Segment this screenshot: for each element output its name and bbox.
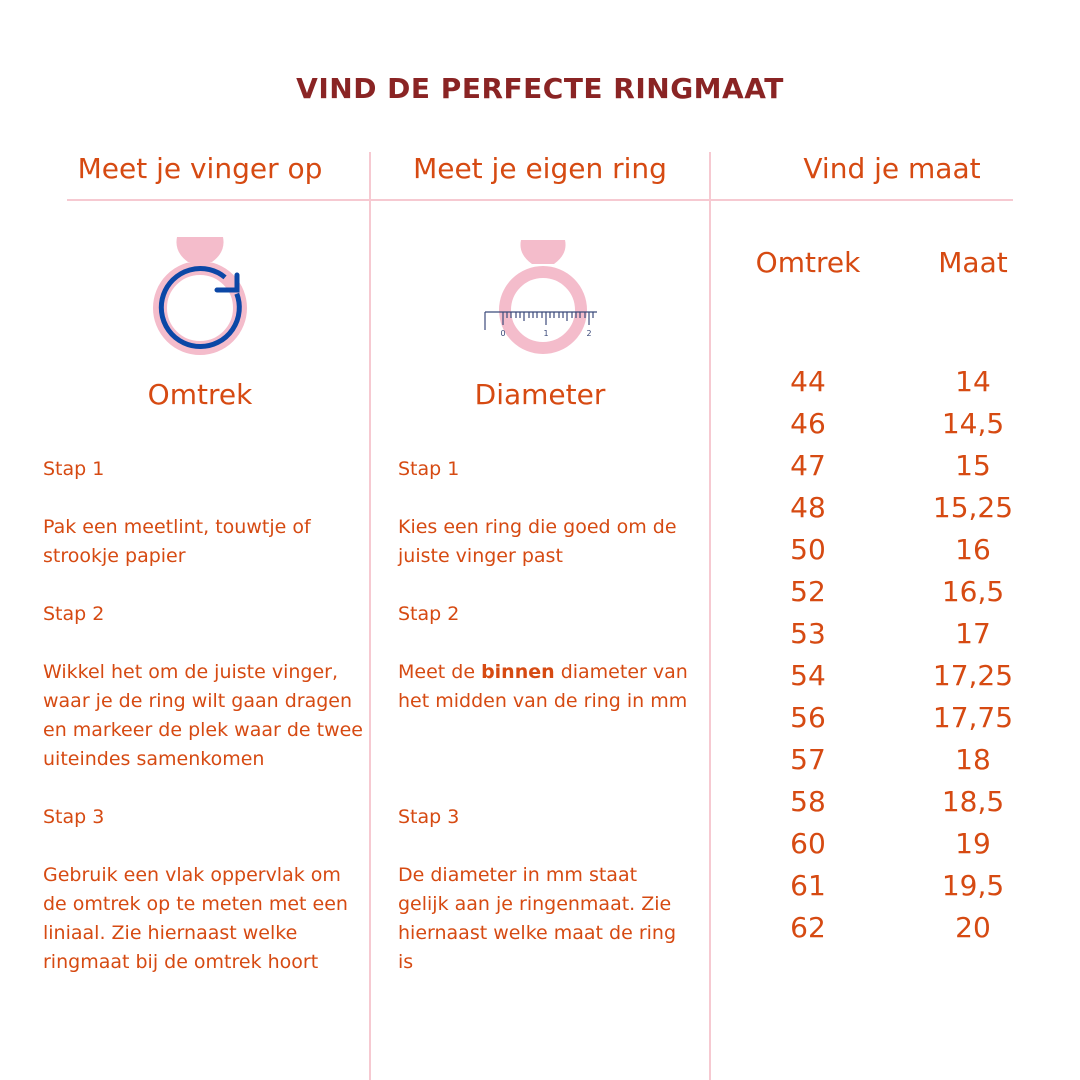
omtrek-cell: 52	[790, 575, 826, 608]
omtrek-cell: 58	[790, 785, 826, 818]
step-label: Stap 2	[43, 603, 105, 625]
ring-steps: Stap 1 Kies een ring die goed om de juis…	[398, 455, 688, 977]
omtrek-cell: 54	[790, 659, 826, 692]
ruler-label: 2	[586, 329, 591, 338]
column-divider	[709, 152, 711, 1080]
maat-cell: 16,5	[941, 575, 1005, 608]
omtrek-cell: 50	[790, 533, 826, 566]
column-header-finger: Meet je vinger op	[77, 152, 323, 185]
ruler-label: 0	[500, 329, 505, 338]
table-header-maat: Maat	[938, 246, 1008, 279]
subtitle-diameter: Diameter	[474, 378, 606, 411]
step-text: De diameter in mm staat gelijk aan je ri…	[398, 864, 677, 973]
omtrek-cell: 60	[790, 827, 826, 860]
maat-column: 14 14,5 15 15,25 16 16,5 17 17,25 17,75 18 18,5 19 1…	[903, 361, 1043, 949]
column-header-ring: Meet je eigen ring	[413, 152, 667, 185]
maat-cell: 20	[955, 911, 991, 944]
maat-cell: 14	[955, 365, 991, 398]
maat-cell: 19,5	[941, 869, 1005, 902]
ring-ruler-icon: 0 1 2	[484, 240, 597, 354]
column-divider	[369, 152, 371, 1080]
maat-cell: 15,25	[932, 491, 1014, 524]
maat-cell: 17	[955, 617, 991, 650]
header-divider	[67, 199, 1013, 201]
omtrek-cell: 44	[790, 365, 826, 398]
omtrek-cell: 62	[790, 911, 826, 944]
step-label: Stap 2	[398, 603, 460, 625]
step-label: Stap 3	[398, 806, 460, 828]
omtrek-cell: 57	[790, 743, 826, 776]
step-text: Gebruik een vlak oppervlak om de omtrek …	[43, 864, 348, 973]
step-label: Stap 3	[43, 806, 105, 828]
omtrek-column: 44 46 47 48 50 52 53 54 56 57 58 60 61 62	[738, 361, 878, 949]
omtrek-cell: 46	[790, 407, 826, 440]
omtrek-cell: 61	[790, 869, 826, 902]
omtrek-cell: 53	[790, 617, 826, 650]
maat-cell: 18	[955, 743, 991, 776]
finger-steps: Stap 1 Pak een meetlint, touwtje of stro…	[43, 455, 363, 977]
table-header-omtrek: Omtrek	[755, 246, 861, 279]
step-text: Kies een ring die goed om de juiste ving…	[398, 516, 677, 567]
maat-cell: 17,75	[932, 701, 1014, 734]
omtrek-cell: 56	[790, 701, 826, 734]
omtrek-cell: 47	[790, 449, 826, 482]
step-label: Stap 1	[398, 458, 460, 480]
step-text-part: Meet de	[398, 661, 482, 683]
ruler-label: 1	[543, 329, 548, 338]
maat-cell: 14,5	[941, 407, 1005, 440]
maat-cell: 17,25	[932, 659, 1014, 692]
step-text: Meet de binnen diameter van het midden v…	[398, 658, 688, 803]
omtrek-cell: 48	[790, 491, 826, 524]
ring-circumference-icon	[153, 237, 247, 355]
step-text-part: diameter van het midden van de ring in m…	[398, 661, 688, 712]
maat-cell: 15	[955, 449, 991, 482]
maat-cell: 18,5	[941, 785, 1005, 818]
step-text: Pak een meetlint, touwtje of strookje pa…	[43, 516, 311, 567]
step-label: Stap 1	[43, 458, 105, 480]
maat-cell: 19	[955, 827, 991, 860]
subtitle-omtrek: Omtrek	[147, 378, 253, 411]
step-text: Wikkel het om de juiste vinger, waar je …	[43, 661, 363, 770]
step-text-bold: binnen	[481, 661, 555, 683]
maat-cell: 16	[955, 533, 991, 566]
column-header-size: Vind je maat	[803, 152, 981, 185]
page-title: VIND DE PERFECTE RINGMAAT	[296, 72, 784, 105]
